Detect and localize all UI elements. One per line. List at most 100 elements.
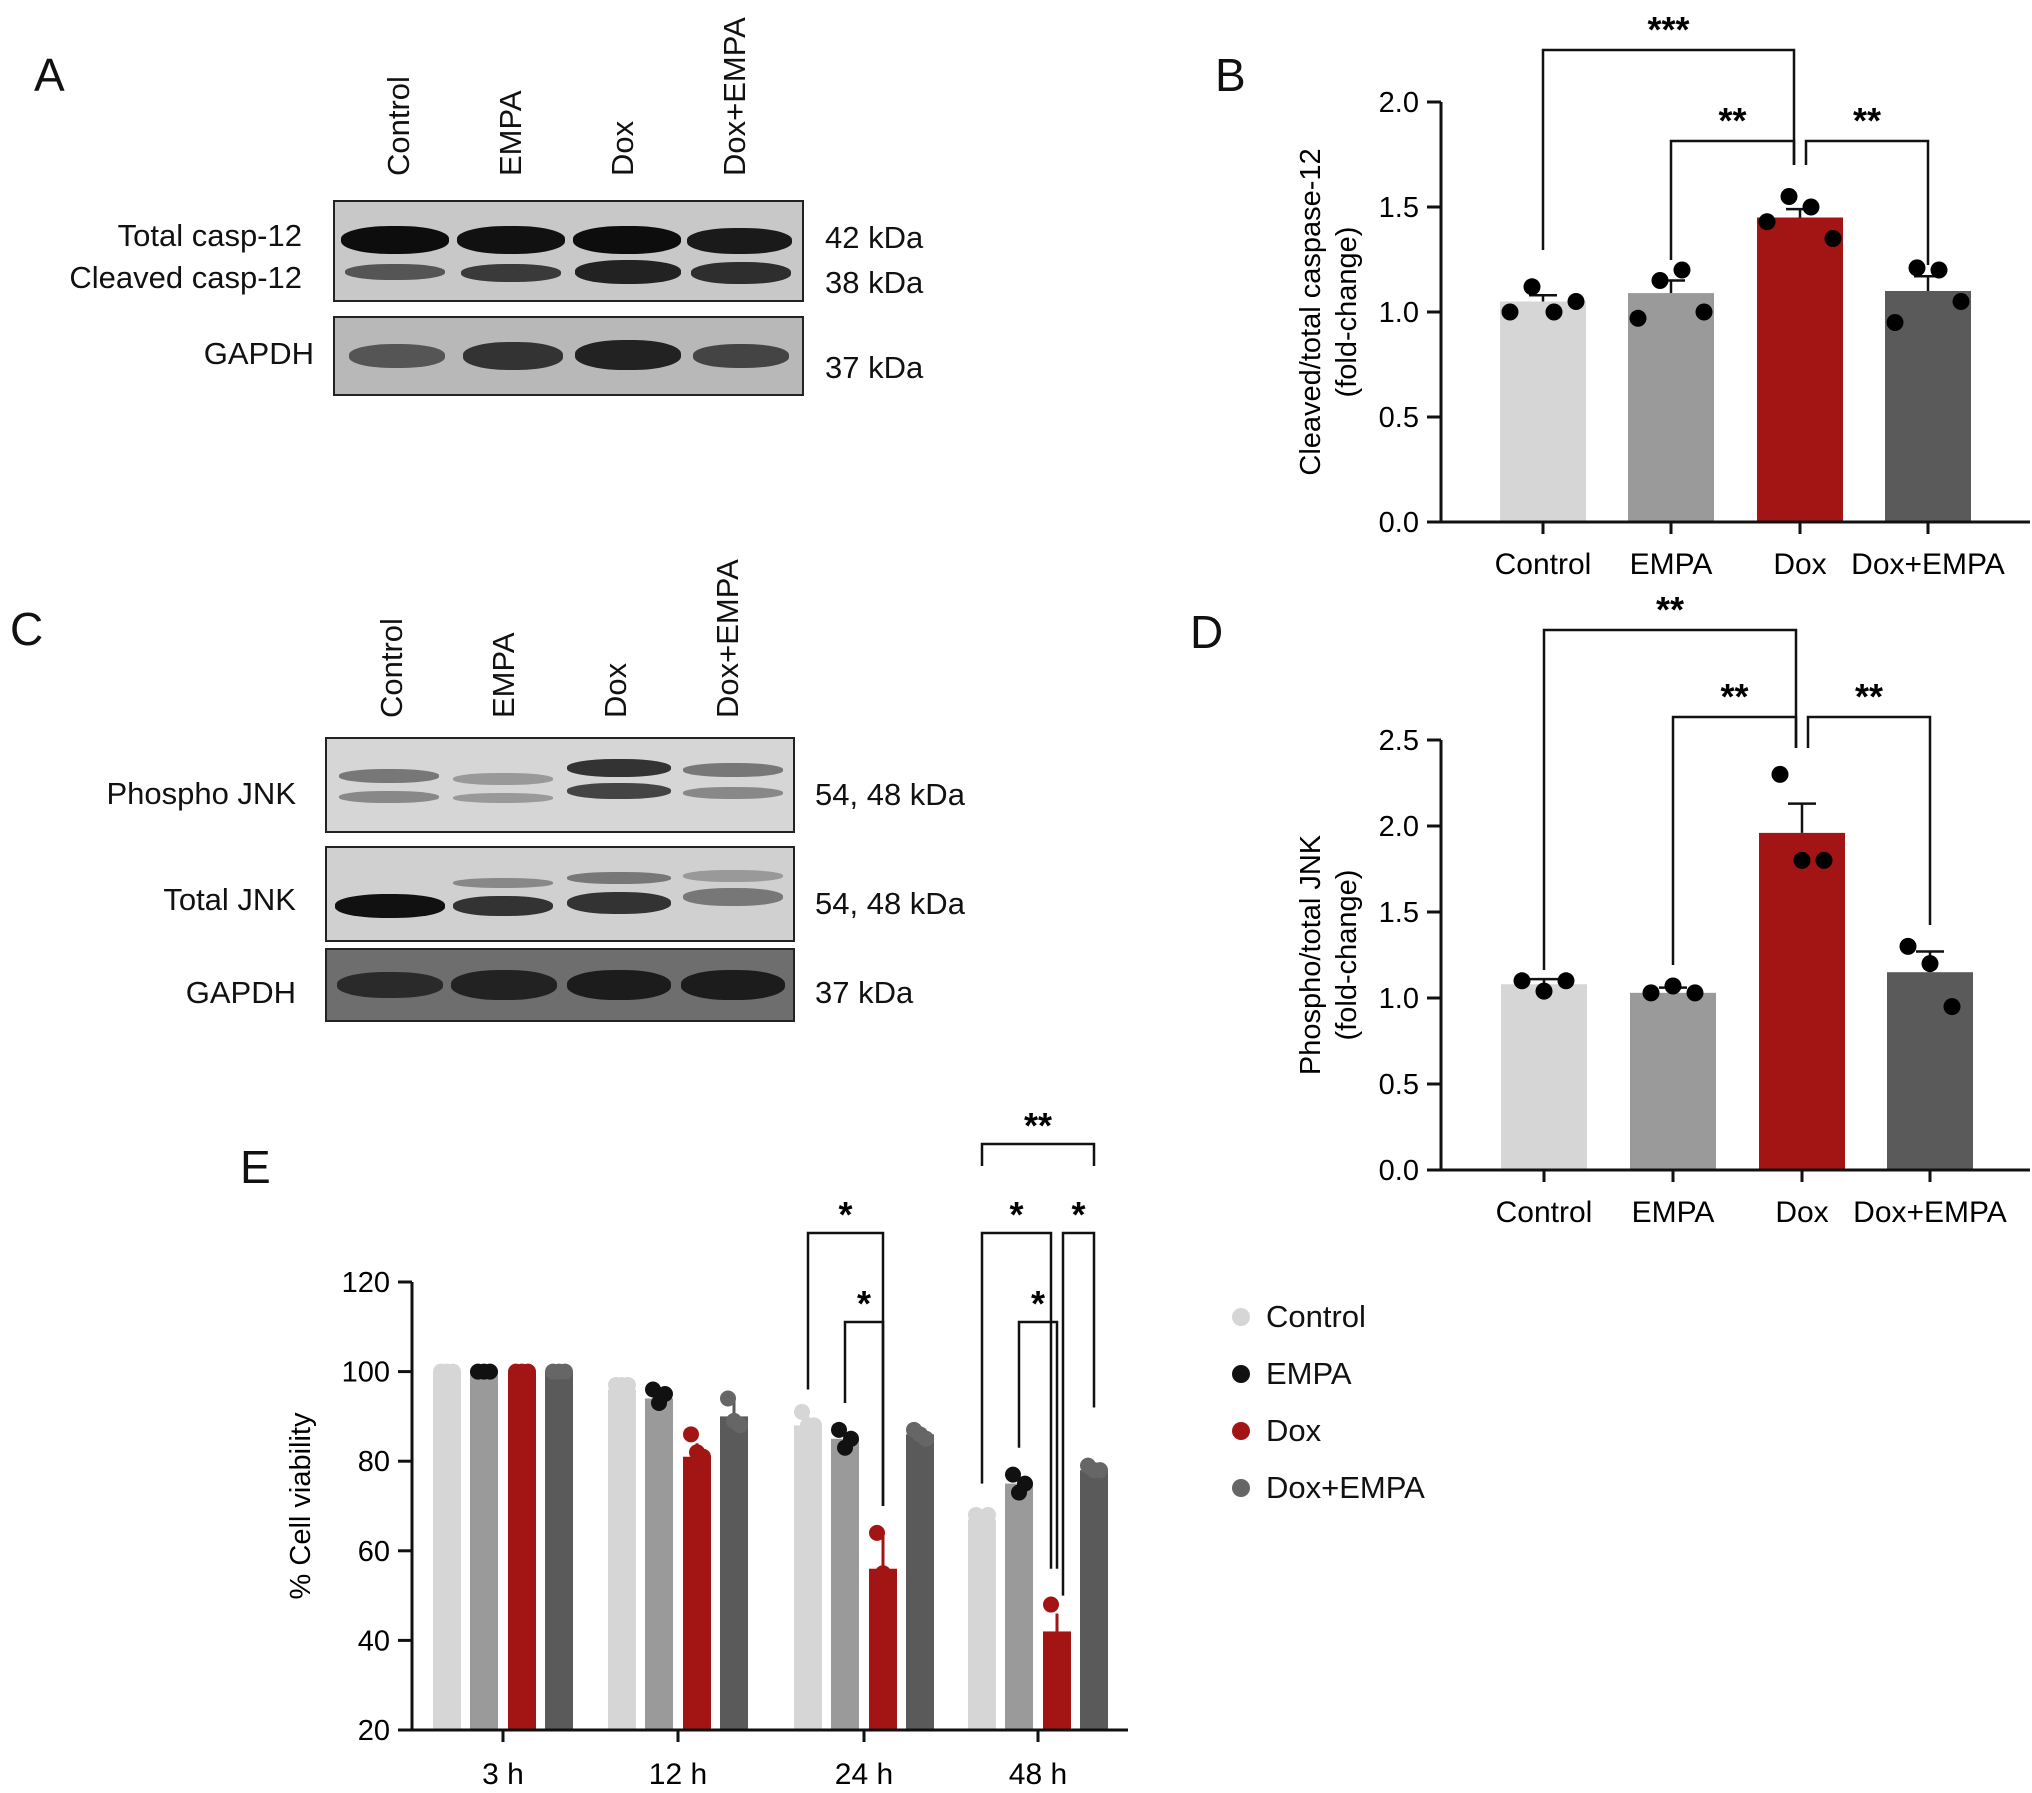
x-tick-label: EMPA	[1630, 548, 1713, 581]
blot-label-gapdh: GAPDH	[203, 336, 314, 371]
data-point	[1535, 982, 1553, 1000]
chart-b: 0.0 0.5 1.0 1.5 2.0 Control EMPA Dox Dox+EMPA Cle…	[1295, 9, 2030, 581]
lane-label-empa: EMPA	[493, 90, 528, 176]
legend-swatch	[1232, 1478, 1250, 1497]
data-point	[875, 1565, 891, 1582]
bar	[645, 1398, 673, 1730]
y-axis-label: Phospho/total JNK	[1295, 834, 1327, 1075]
legend-label: Dox	[1266, 1412, 1322, 1448]
lane-label-control: Control	[374, 618, 409, 718]
blot-casp12	[333, 200, 804, 302]
y-tick-label: 0.5	[1379, 402, 1419, 434]
panel-letter-c: C	[10, 603, 44, 655]
data-point	[557, 1363, 573, 1380]
band	[567, 892, 671, 914]
data-point	[1664, 977, 1682, 995]
band	[575, 260, 681, 284]
legend-label: Control	[1266, 1298, 1366, 1334]
bar	[683, 1456, 711, 1730]
significance-label: **	[1855, 676, 1883, 717]
band	[339, 769, 439, 783]
significance-label: *	[1071, 1194, 1085, 1235]
data-point	[1567, 293, 1585, 310]
data-point	[1943, 998, 1961, 1016]
data-point	[1771, 765, 1789, 783]
data-point	[794, 1403, 810, 1420]
chart-e: 20 40 60 80 100 120 3 h 12 h 24 h 48 h % Cell viab…	[285, 1105, 1128, 1791]
band	[451, 970, 557, 1000]
significance-label: **	[1720, 676, 1748, 717]
blot-label-cleaved-casp12: Cleaved casp-12	[69, 260, 302, 295]
bar	[433, 1371, 461, 1730]
lane-label-empa: EMPA	[486, 632, 521, 718]
data-point	[869, 1524, 885, 1541]
band	[345, 264, 445, 280]
data-point	[881, 1587, 897, 1604]
data-point	[1886, 314, 1904, 331]
legend-item: Dox+EMPA	[1232, 1459, 1425, 1516]
y-tick-label: 120	[342, 1267, 390, 1299]
significance-bracket	[980, 1231, 1053, 1569]
band	[567, 783, 671, 799]
significance-label: *	[1031, 1283, 1045, 1324]
data-point	[1930, 261, 1948, 279]
y-tick-label: 40	[358, 1625, 390, 1657]
x-tick-label: Dox+EMPA	[1851, 548, 2005, 581]
legend-e: Control EMPA Dox Dox+EMPA	[1232, 1288, 1425, 1516]
y-tick-label: 1.0	[1379, 297, 1419, 329]
bar	[968, 1519, 996, 1730]
data-point	[1824, 230, 1842, 247]
bar	[1005, 1483, 1033, 1730]
x-tick-label: Control	[1495, 548, 1592, 581]
y-axis-label-unit: (fold-change)	[1331, 227, 1363, 398]
y-axis-label-unit: (fold-change)	[1331, 870, 1363, 1041]
data-point	[683, 1426, 699, 1443]
y-axis-label: Cleaved/total caspase-12	[1295, 148, 1327, 475]
band	[453, 896, 553, 916]
y-tick-label: 0.0	[1379, 507, 1419, 539]
significance-bracket	[1806, 715, 1932, 925]
significance-bracket	[1017, 1320, 1059, 1569]
bar	[794, 1425, 822, 1730]
bar	[608, 1389, 636, 1730]
data-point	[1545, 303, 1563, 321]
significance-bracket	[1542, 628, 1798, 970]
bar	[1501, 984, 1587, 1170]
data-point	[980, 1506, 996, 1523]
bar	[508, 1371, 536, 1730]
blot-gapdh-c	[325, 948, 795, 1022]
data-point	[1686, 984, 1704, 1002]
data-point	[831, 1421, 847, 1438]
blot-total-jnk	[325, 846, 795, 942]
data-point	[1642, 984, 1660, 1002]
band	[683, 763, 783, 777]
band	[341, 226, 449, 254]
band	[453, 878, 553, 888]
bar	[470, 1371, 498, 1730]
y-tick-label: 60	[358, 1536, 390, 1568]
lane-label-control: Control	[381, 76, 416, 176]
data-point	[1758, 213, 1776, 231]
significance-label: **	[1718, 100, 1746, 141]
data-point	[1017, 1475, 1033, 1492]
band	[573, 226, 681, 254]
legend-swatch	[1232, 1307, 1250, 1326]
panel-letter-a: A	[34, 49, 65, 101]
bar	[1630, 992, 1716, 1170]
data-point	[1629, 309, 1647, 327]
data-point	[1501, 303, 1519, 321]
data-point	[657, 1386, 673, 1402]
data-point	[1695, 303, 1713, 321]
y-tick-label: 1.0	[1379, 983, 1419, 1015]
band	[687, 228, 792, 254]
data-point	[1899, 937, 1917, 955]
data-point	[1815, 851, 1833, 869]
band	[461, 264, 561, 282]
y-tick-label: 1.5	[1379, 192, 1419, 224]
legend-label: Dox+EMPA	[1266, 1469, 1425, 1505]
panel-letter-d: D	[1190, 606, 1224, 658]
data-point	[1513, 972, 1531, 990]
band	[335, 894, 445, 918]
panel-letter-b: B	[1215, 49, 1246, 101]
band	[567, 872, 671, 884]
